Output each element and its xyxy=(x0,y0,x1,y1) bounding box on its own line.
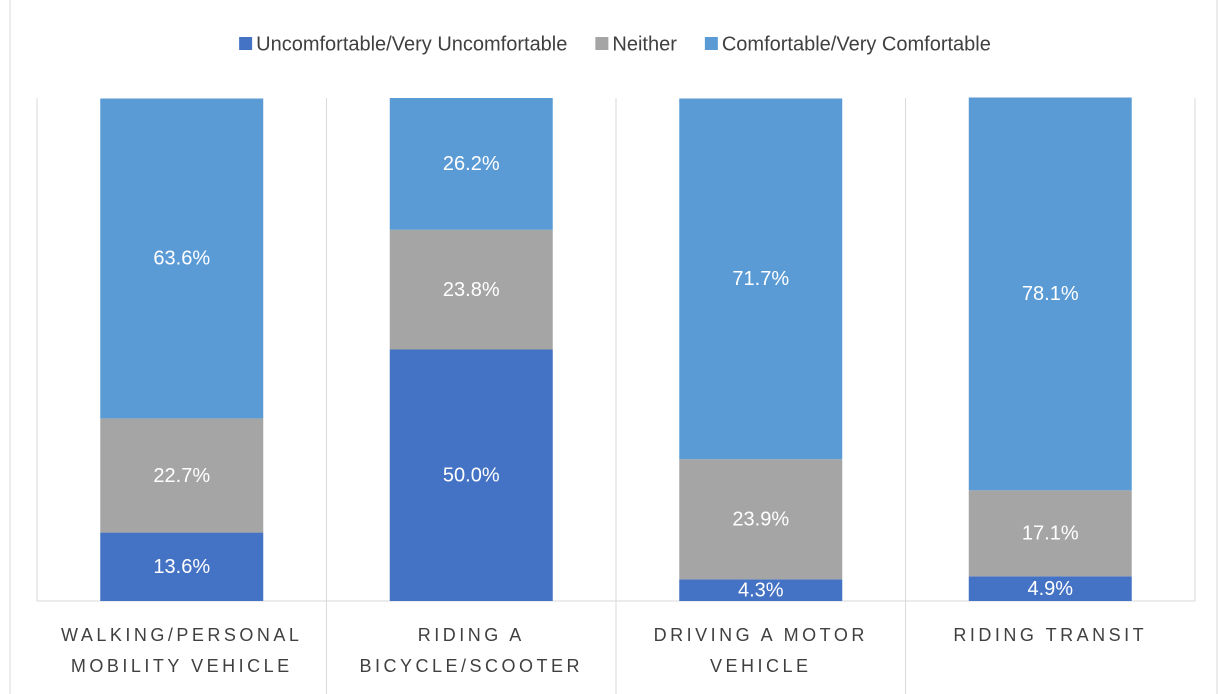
data-label: 17.1% xyxy=(1022,523,1079,545)
bar-segment xyxy=(968,97,1132,491)
bar-segment xyxy=(100,532,264,601)
bar-segment xyxy=(968,576,1132,601)
data-label: 50.0% xyxy=(443,465,500,487)
category-label-line: RIDING TRANSIT xyxy=(953,625,1147,645)
category-label-line: RIDING A xyxy=(418,625,525,645)
data-label: 4.3% xyxy=(738,579,784,601)
category-label-line: VEHICLE xyxy=(710,656,812,676)
bar-segment xyxy=(389,98,553,230)
data-label: 13.6% xyxy=(153,556,210,578)
legend: Uncomfortable/Very Uncomfortable Neither C… xyxy=(239,33,991,55)
bar-segment xyxy=(679,459,843,580)
data-label: 4.9% xyxy=(1027,578,1073,600)
legend-label: Neither xyxy=(612,33,677,55)
legend-swatch xyxy=(239,37,253,50)
data-label: 71.7% xyxy=(732,268,789,290)
data-label: 26.2% xyxy=(443,153,500,175)
data-label: 23.8% xyxy=(443,279,500,301)
legend-swatch xyxy=(595,37,609,50)
category-label-line: WALKING/PERSONAL xyxy=(61,625,302,645)
bar-segment xyxy=(968,490,1132,577)
category-label: DRIVING A MOTOR VEHICLE xyxy=(654,625,868,676)
legend-label: Uncomfortable/Very Uncomfortable xyxy=(256,33,567,55)
category-label-line: MOBILITY VEHICLE xyxy=(71,656,293,676)
category-label: RIDING A BICYCLE/SCOOTER xyxy=(359,625,583,676)
legend-swatch xyxy=(704,37,718,50)
data-label: 78.1% xyxy=(1022,283,1079,305)
category-label-line: DRIVING A MOTOR xyxy=(654,625,868,645)
bar-segment xyxy=(679,98,843,460)
category-label: WALKING/PERSONAL MOBILITY VEHICLE xyxy=(61,625,302,676)
bar-segment xyxy=(100,418,264,533)
data-label: 63.6% xyxy=(153,248,210,270)
bar-segment xyxy=(679,579,843,601)
category-label-line: BICYCLE/SCOOTER xyxy=(359,656,583,676)
legend-label: Comfortable/Very Comfortable xyxy=(722,33,991,55)
data-label: 22.7% xyxy=(153,465,210,487)
data-label: 23.9% xyxy=(732,509,789,531)
bar-segment xyxy=(100,98,264,419)
category-label: RIDING TRANSIT xyxy=(953,625,1147,645)
bar-segment xyxy=(389,229,553,350)
bar-segment xyxy=(389,349,553,601)
